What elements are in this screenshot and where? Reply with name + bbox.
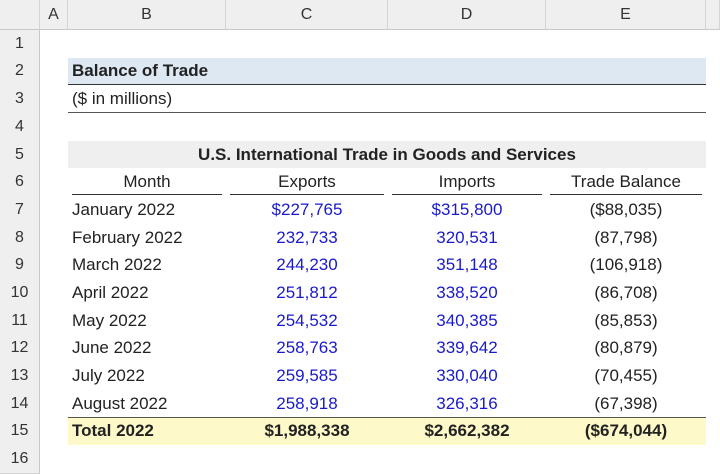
column-label: Imports xyxy=(438,172,496,192)
value-cell: 330,040 xyxy=(436,365,498,385)
value-cell: (86,708) xyxy=(594,282,658,302)
row-header: 1 xyxy=(0,30,40,59)
value-cell: 320,531 xyxy=(436,227,498,247)
row-header: 15 xyxy=(0,417,40,447)
value-cell: 254,532 xyxy=(276,310,338,330)
select-all-corner xyxy=(0,0,40,30)
column-label: Trade Balance xyxy=(571,172,681,192)
header-underline xyxy=(550,194,702,196)
row-header: 6 xyxy=(0,168,40,197)
value-cell: (67,398) xyxy=(594,393,658,413)
row-header: 16 xyxy=(0,445,40,474)
row-header: 11 xyxy=(0,306,40,336)
month-cell: April 2022 xyxy=(72,282,149,302)
total-cell: ($674,044) xyxy=(584,421,668,441)
value-cell: (106,918) xyxy=(589,255,663,275)
row-header: 4 xyxy=(0,113,40,142)
sheet-title: Balance of Trade xyxy=(72,61,209,81)
month-cell: July 2022 xyxy=(72,365,145,385)
month-cell: January 2022 xyxy=(72,199,176,219)
value-cell: 244,230 xyxy=(276,255,338,275)
total-fill xyxy=(68,417,706,446)
row-header: 9 xyxy=(0,251,40,281)
value-cell: 258,763 xyxy=(276,338,338,358)
total-cell: Total 2022 xyxy=(72,421,154,441)
column-header: E xyxy=(546,0,706,30)
value-cell: 351,148 xyxy=(436,255,498,275)
column-header-filler xyxy=(706,0,720,30)
total-border xyxy=(68,417,706,419)
row-header: 2 xyxy=(0,57,40,87)
row-header: 10 xyxy=(0,279,40,308)
total-cell: $1,988,338 xyxy=(264,421,350,441)
value-cell: 340,385 xyxy=(436,310,498,330)
value-cell: ($88,035) xyxy=(589,199,663,219)
value-cell: 326,316 xyxy=(436,393,498,413)
column-header: B xyxy=(68,0,226,30)
header-underline xyxy=(392,194,542,196)
value-cell: 251,812 xyxy=(276,282,338,302)
subtitle-border xyxy=(68,112,706,113)
value-cell: 338,520 xyxy=(436,282,498,302)
row-header: 8 xyxy=(0,223,40,253)
value-cell: $227,765 xyxy=(271,199,343,219)
table-title: U.S. International Trade in Goods and Se… xyxy=(198,144,576,164)
value-cell: (70,455) xyxy=(594,365,658,385)
month-cell: August 2022 xyxy=(72,393,168,413)
row-header: 3 xyxy=(0,85,40,114)
header-underline xyxy=(72,194,222,196)
month-cell: May 2022 xyxy=(72,310,147,330)
row-header: 13 xyxy=(0,362,40,391)
month-cell: February 2022 xyxy=(72,227,183,247)
row-header: 5 xyxy=(0,140,40,170)
value-cell: (85,853) xyxy=(594,310,658,330)
value-cell: 232,733 xyxy=(276,227,338,247)
title-fill xyxy=(68,57,706,86)
row-header: 12 xyxy=(0,334,40,364)
column-header: A xyxy=(40,0,68,30)
column-label: Exports xyxy=(278,172,336,192)
column-label: Month xyxy=(123,172,171,192)
table-title-fill xyxy=(68,140,706,169)
value-cell: (87,798) xyxy=(594,227,658,247)
row-header: 7 xyxy=(0,196,40,225)
sheet-subtitle: ($ in millions) xyxy=(72,89,173,109)
value-cell: 258,918 xyxy=(276,393,338,413)
row-header: 14 xyxy=(0,389,40,419)
header-underline xyxy=(230,194,384,196)
total-cell: $2,662,382 xyxy=(424,421,510,441)
month-cell: June 2022 xyxy=(72,338,152,358)
title-border xyxy=(68,84,706,86)
value-cell: 259,585 xyxy=(276,365,338,385)
value-cell: 339,642 xyxy=(436,338,498,358)
column-header: C xyxy=(226,0,388,30)
value-cell: $315,800 xyxy=(431,199,503,219)
column-header: D xyxy=(388,0,546,30)
value-cell: (80,879) xyxy=(594,338,658,358)
month-cell: March 2022 xyxy=(72,255,162,275)
